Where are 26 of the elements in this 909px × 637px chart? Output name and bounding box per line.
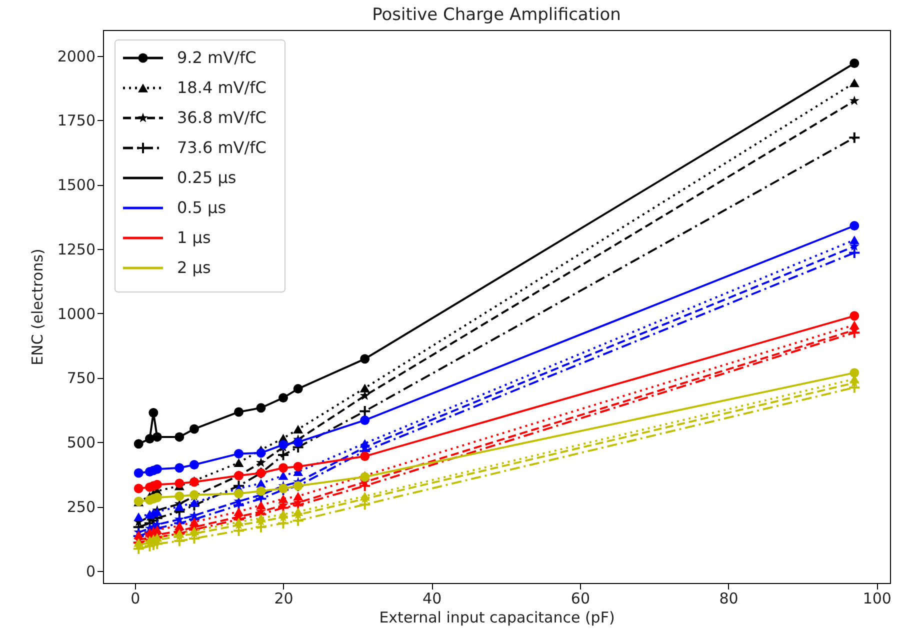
y-axis-title: ENC (electrons) <box>28 248 46 366</box>
x-tick-label: 40 <box>422 590 442 608</box>
x-tick-label: 80 <box>719 590 738 608</box>
annotation: 0.5 μs <box>177 198 226 217</box>
annotation: 0.25 μs <box>177 168 236 187</box>
y-tick-label: 250 <box>66 498 96 516</box>
y-tick-label: 500 <box>66 434 96 452</box>
x-tick-label: 100 <box>862 590 892 608</box>
y-tick-label: 2000 <box>57 47 96 66</box>
x-axis-title: External input capacitance (pF) <box>379 608 615 626</box>
annotation: 1 μs <box>177 228 211 247</box>
legend-label: 18.4 mV/fC <box>177 78 266 97</box>
y-tick-label: 0 <box>86 562 96 580</box>
x-tick-label: 0 <box>130 590 140 608</box>
chart-title: Positive Charge Amplification <box>372 5 621 25</box>
y-tick-label: 1250 <box>57 240 96 258</box>
y-tick-label: 1000 <box>57 304 96 323</box>
legend-label: 73.6 mV/fC <box>177 138 266 157</box>
y-tick-label: 1500 <box>57 176 96 194</box>
x-tick-label: 60 <box>570 590 590 608</box>
x-tick-label: 20 <box>274 590 294 608</box>
annotation: 2 μs <box>177 258 211 277</box>
y-tick-label: 1750 <box>57 112 96 130</box>
legend-label: 36.8 mV/fC <box>177 108 266 127</box>
legend-label: 9.2 mV/fC <box>177 48 256 67</box>
y-tick-label: 750 <box>66 369 96 388</box>
